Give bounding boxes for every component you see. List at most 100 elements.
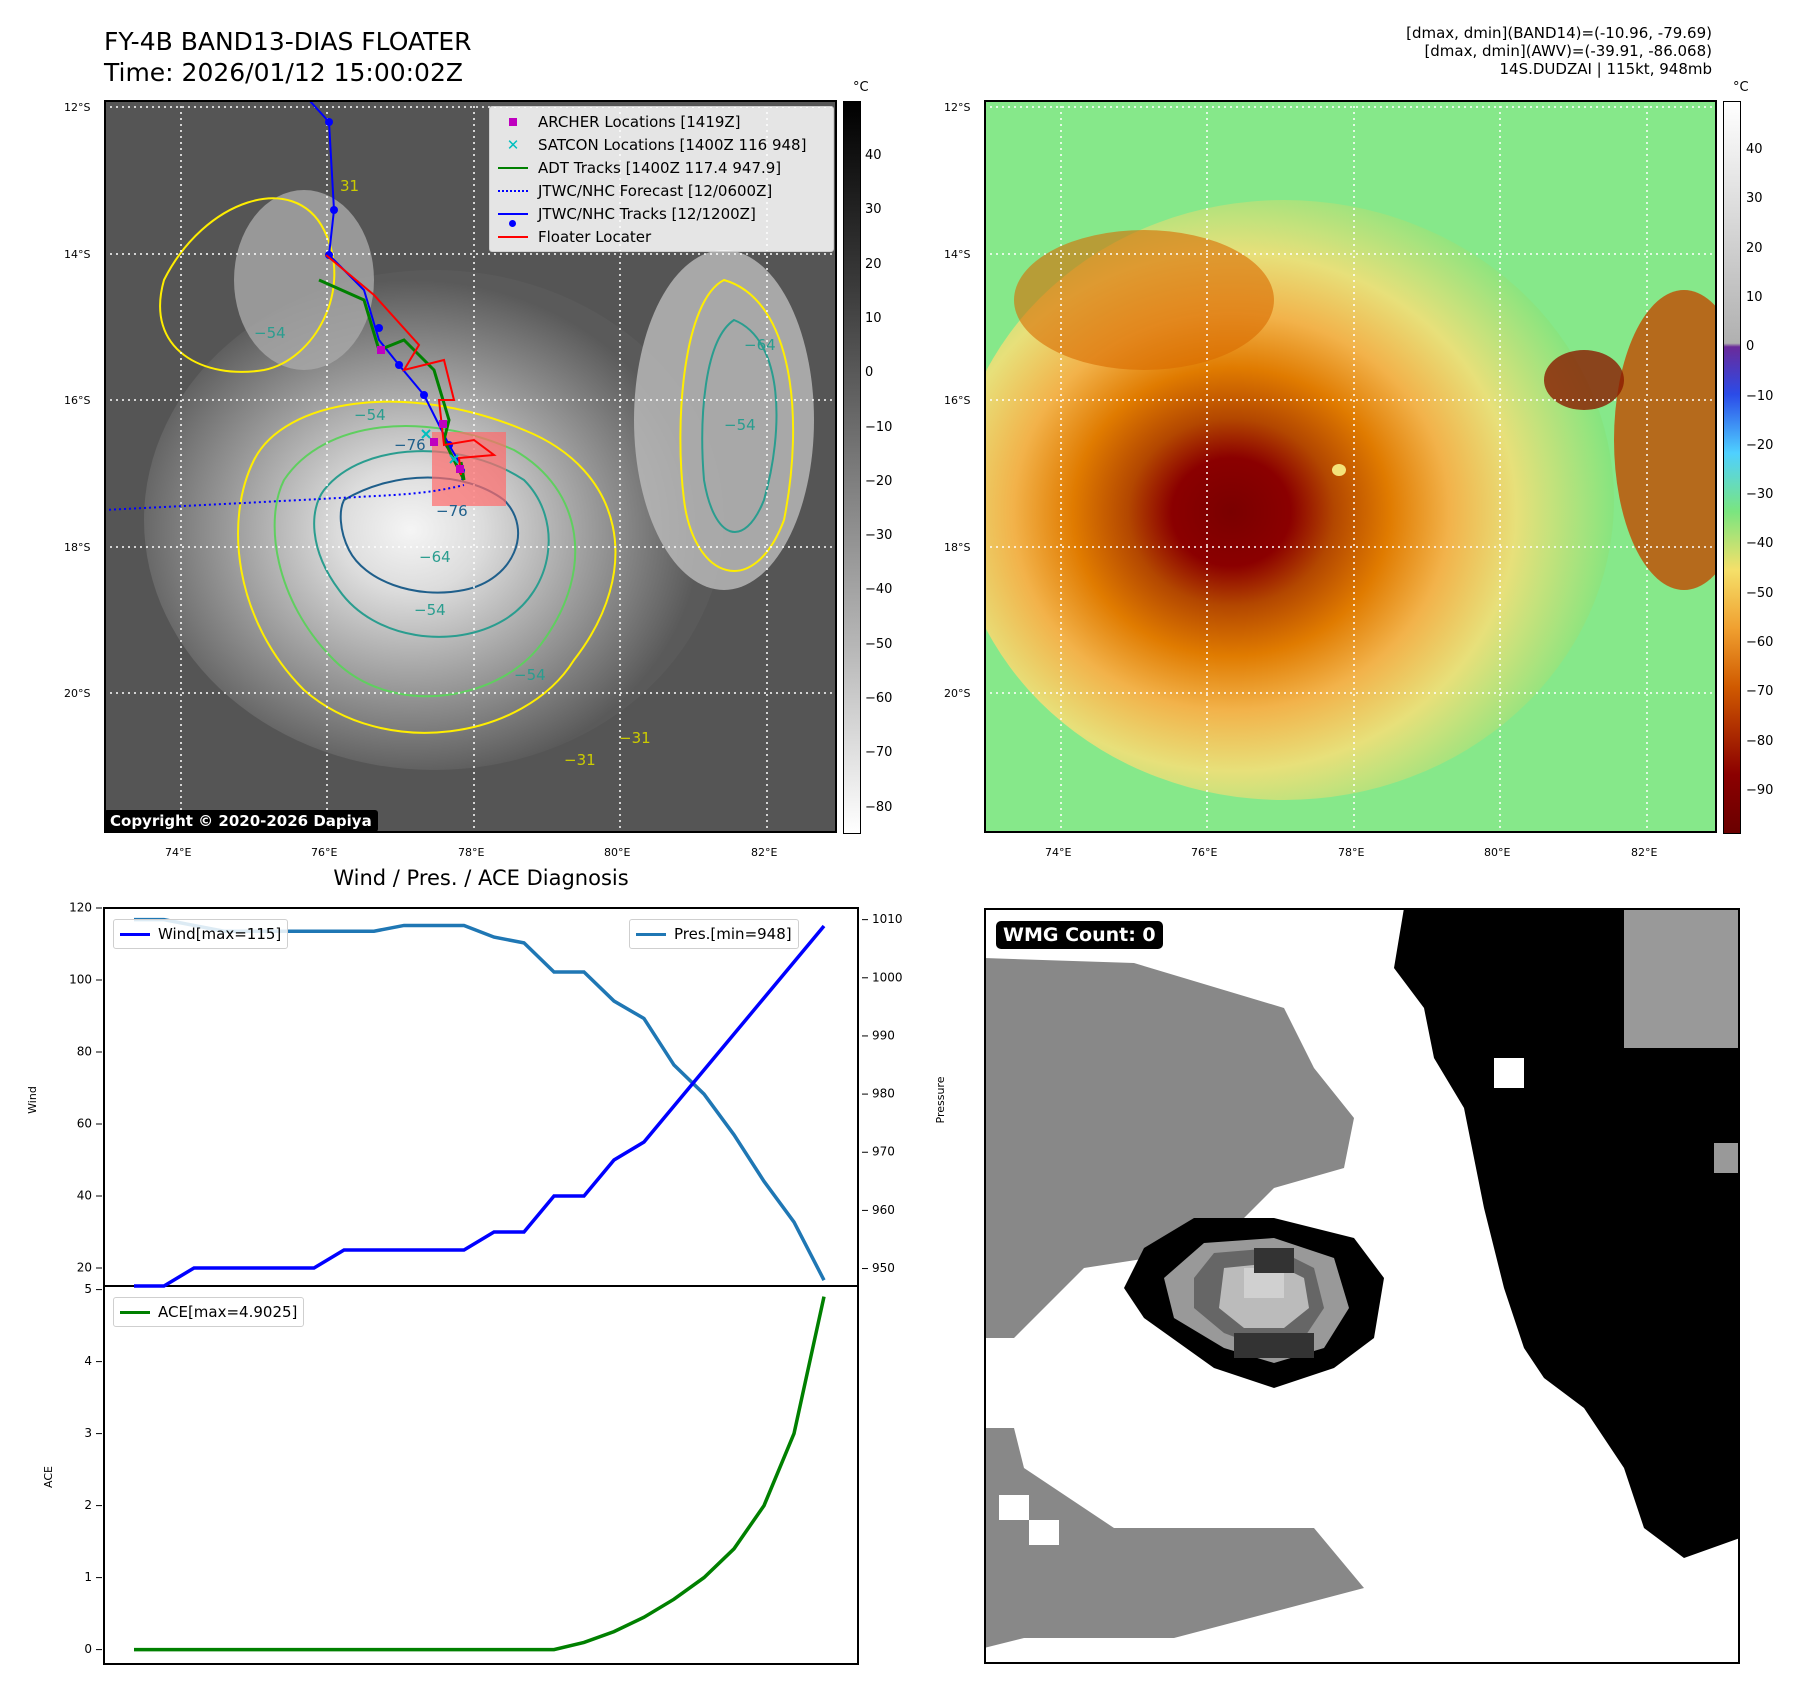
wind-pres-frame [103,907,859,1287]
pressure-axis-label: Pressure [934,1076,947,1123]
lon-label: 78°E [458,846,485,859]
colorbar-tick-label: −40 [865,582,893,598]
legend-item-archer: ARCHER Locations [1419Z] [490,110,833,133]
pressure-tick-label: 1010 [872,912,903,926]
lon-label: 76°E [1191,846,1218,859]
colorbar-tick-label: −70 [865,745,893,761]
colorbar-tick-label: 30 [865,202,882,218]
wmg-frame [984,908,1740,1664]
legend-label: ADT Tracks [1400Z 117.4 947.9] [538,158,782,177]
colorbar-tick-label: −90 [1746,782,1774,798]
wind-line [134,924,826,1288]
wmg-gray-patch [1714,1143,1740,1173]
diagnosis-chart: 1201008060402010101000990980970960950543… [26,901,947,1665]
wind-legend: Wind[max=115] [113,919,289,949]
colorbar-tick-label: 0 [1746,339,1755,355]
cloud-band-north [234,190,374,370]
contour-label: −54 [724,416,756,434]
ace-frame [103,1285,859,1665]
info-storm: 14S.DUDZAI | 115kt, 948mb [1499,60,1712,78]
storm-info: [dmax, dmin](BAND14)=(-10.96, -79.69) [d… [1406,24,1712,78]
colorbar-tick-label: −40 [1746,536,1774,552]
wmg-panel [984,908,1740,1664]
wind-tick-label: 20 [77,1261,92,1275]
colorbar-tick-label: 10 [1746,289,1763,305]
copyright-badge: Copyright © 2020-2026 Dapiya [104,810,378,832]
contour-label: −76 [436,502,468,520]
colorbar-tick-label: −50 [865,636,893,652]
contour-label: −54 [514,666,546,684]
north-band-colored [1014,230,1274,370]
legend-label: JTWC/NHC Forecast [12/0600Z] [538,181,773,200]
color-map-frame [984,100,1717,833]
title-line1: FY-4B BAND13-DIAS FLOATER [104,27,472,56]
colorbar-tick-label: −20 [865,473,893,489]
jtwc-track [308,100,466,481]
square-marker-icon [509,117,517,126]
colorbar-tick-label: −10 [865,419,893,435]
colorbar-tick-label: 20 [865,256,882,272]
contour-label: −64 [744,336,776,354]
wind-axis-label: Wind [26,1086,39,1114]
colorbar-tick-label: −10 [1746,388,1774,404]
wmg-white-hole [999,1495,1029,1520]
lat-label: 14°S [944,248,971,261]
lat-label: 12°S [64,101,91,114]
ace-tick-label: 0 [84,1642,92,1656]
satcon-markers [421,429,459,464]
wind-tick-label: 120 [69,901,92,915]
colorbar-tick-label: −70 [1746,684,1774,700]
colorbar-tick-label: −30 [865,528,893,544]
lat-label: 20°S [64,687,91,700]
lat-label: 12°S [944,101,971,114]
contour-north-yellow [159,197,336,373]
title-line2: Time: 2026/01/12 15:00:02Z [104,58,463,87]
contour-label: −64 [419,548,451,566]
gray-colorbar-unit: °C [853,80,869,95]
wind-tick-label: 80 [77,1045,92,1059]
wmg-count-badge: WMG Count: 0 [996,921,1163,949]
figure-title: FY-4B BAND13-DIAS FLOATER Time: 2026/01/… [104,26,472,88]
lat-label: 16°S [64,394,91,407]
ace-tick-label: 2 [84,1498,92,1512]
wmg-gray-region-north [984,958,1354,1338]
contour-green [273,425,577,698]
lon-label: 78°E [1338,846,1365,859]
lon-label: 76°E [311,846,338,859]
lat-label: 18°S [64,541,91,554]
wmg-gray-corner [1624,908,1740,1048]
info-awv: [dmax, dmin](AWV)=(-39.91, -86.068) [1424,42,1712,60]
contour-label: −54 [414,601,446,619]
gray-colorbar [843,101,861,834]
colorbar-tick-label: 10 [865,310,882,326]
line-marker-icon [498,235,528,238]
colorbar-tick-label: −20 [1746,437,1774,453]
colorbar-tick-label: 40 [865,148,882,163]
colorbar-tick-label: −30 [1746,487,1774,503]
colorbar-tick-label: −80 [1746,733,1774,749]
pressure-legend: Pres.[min=948] [629,919,799,949]
ace-axis-label: ACE [42,1466,55,1488]
colorbar-tick-label: 40 [1746,142,1763,157]
contour-label: −31 [619,729,651,747]
east-band-colored [1614,290,1717,590]
legend-item-forecast: JTWC/NHC Forecast [12/0600Z] [490,179,833,202]
x-marker-icon: ✕ [506,135,520,154]
legend-label: SATCON Locations [1400Z 116 948] [538,135,807,154]
lat-label: 16°S [944,394,971,407]
ace-legend-label: ACE[max=4.9025] [158,1303,298,1321]
lon-label: 82°E [1631,846,1658,859]
colorbar-tick-label: −80 [865,799,893,815]
legend-item-satcon: ✕ SATCON Locations [1400Z 116 948] [490,133,833,156]
ace-line-icon [120,1310,150,1314]
ace-line [134,1296,826,1652]
pressure-tick-label: 950 [872,1261,895,1275]
colorbar-tick-label: −50 [1746,585,1774,601]
wmg-white-notch [1494,1058,1524,1088]
line-marker-icon [498,166,528,169]
pressure-line-icon [636,932,666,936]
colorbar-tick-label: 20 [1746,240,1763,256]
colorbar-tick-label: −60 [865,691,893,706]
colorbar-tick-label: 0 [865,365,874,381]
pressure-tick-label: 980 [872,1087,895,1101]
